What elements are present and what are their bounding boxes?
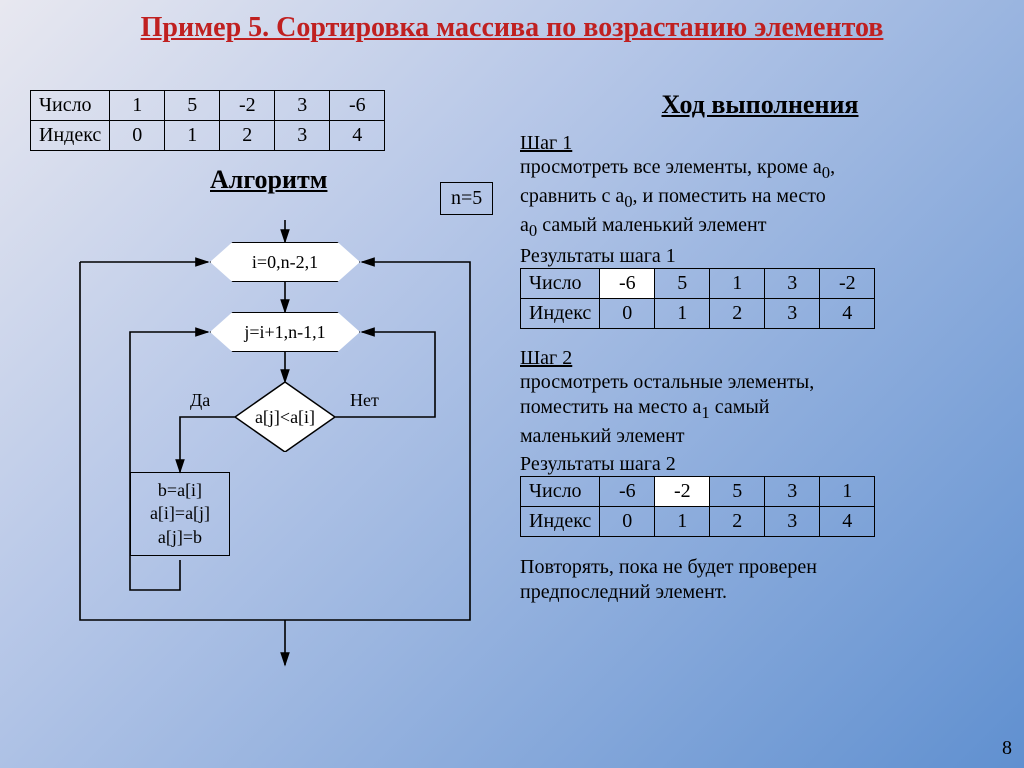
- cell: 5: [710, 477, 765, 507]
- condition-text: a[j]<a[i]: [255, 407, 315, 428]
- t: a: [520, 214, 529, 236]
- cell: 3: [765, 299, 820, 329]
- cell: 1: [820, 477, 875, 507]
- no-label: Нет: [350, 390, 379, 411]
- cell: 1: [655, 299, 710, 329]
- flowchart: i=0,n-2,1 j=i+1,n-1,1 a[j]<a[i] Да Нет b…: [30, 220, 500, 760]
- cell: 5: [165, 91, 220, 121]
- left-column: Число 1 5 -2 3 -6 Индекс 0 1 2 3 4 Алгор…: [30, 90, 500, 195]
- cell: 3: [275, 91, 330, 121]
- cell: 4: [820, 299, 875, 329]
- t: самый: [710, 396, 770, 418]
- cell: 5: [655, 269, 710, 299]
- cell: 0: [110, 121, 165, 151]
- cell: 1: [655, 507, 710, 537]
- step1-result-label: Результаты шага 1: [520, 245, 1000, 268]
- execution-title: Ход выполнения: [520, 90, 1000, 120]
- cell: -2: [820, 269, 875, 299]
- row-label: Индекс: [521, 299, 600, 329]
- t: Повторять, пока не будет проверен: [520, 556, 817, 578]
- page-title: Пример 5. Сортировка массива по возраста…: [0, 0, 1024, 52]
- t: просмотреть все элементы, кроме a: [520, 156, 822, 178]
- loop-j-text: j=i+1,n-1,1: [244, 322, 325, 343]
- page-number: 8: [1002, 737, 1012, 760]
- swap-line3: a[j]=b: [158, 526, 202, 549]
- step1-head: Шаг 1: [520, 132, 1000, 155]
- loop-i-text: i=0,n-2,1: [252, 252, 318, 273]
- loop-j-node: j=i+1,n-1,1: [210, 312, 360, 352]
- cell: 2: [710, 299, 765, 329]
- cell: 4: [330, 121, 385, 151]
- cell: -2: [655, 477, 710, 507]
- t: сравнить с a: [520, 185, 624, 207]
- cell: 3: [765, 477, 820, 507]
- t: просмотреть остальные элементы,: [520, 371, 814, 393]
- swap-node: b=a[i] a[i]=a[j] a[j]=b: [130, 472, 230, 556]
- loop-i-node: i=0,n-2,1: [210, 242, 360, 282]
- cell: 2: [220, 121, 275, 151]
- cell: 2: [710, 507, 765, 537]
- step2-table: Число -6 -2 5 3 1 Индекс 0 1 2 3 4: [520, 476, 875, 537]
- step2-body: просмотреть остальные элементы, поместит…: [520, 370, 1000, 449]
- cell: 3: [765, 507, 820, 537]
- cell: 0: [600, 299, 655, 329]
- swap-line1: b=a[i]: [158, 479, 202, 502]
- t: предпоследний элемент.: [520, 581, 727, 603]
- cell: 4: [820, 507, 875, 537]
- cell: 1: [165, 121, 220, 151]
- cell: 0: [600, 507, 655, 537]
- sub: 0: [529, 221, 537, 240]
- t: поместить на место a: [520, 396, 701, 418]
- n-box: n=5: [440, 182, 493, 215]
- input-row1-label: Число: [31, 91, 110, 121]
- t: ,: [830, 156, 835, 178]
- condition-node: a[j]<a[i]: [235, 382, 335, 452]
- cell: 3: [765, 269, 820, 299]
- cell: 1: [710, 269, 765, 299]
- step1-table: Число -6 5 1 3 -2 Индекс 0 1 2 3 4: [520, 268, 875, 329]
- input-row2-label: Индекс: [31, 121, 110, 151]
- yes-label: Да: [190, 390, 210, 411]
- step2-result-label: Результаты шага 2: [520, 453, 1000, 476]
- right-column: Ход выполнения Шаг 1 просмотреть все эле…: [520, 90, 1000, 609]
- t: , и поместить на место: [633, 185, 826, 207]
- cell: -6: [600, 269, 655, 299]
- cell: 3: [275, 121, 330, 151]
- step2-head: Шаг 2: [520, 347, 1000, 370]
- cell: 1: [110, 91, 165, 121]
- cell: -6: [600, 477, 655, 507]
- row-label: Число: [521, 269, 600, 299]
- t: самый маленький элемент: [537, 214, 766, 236]
- sub: 1: [701, 403, 709, 422]
- input-table: Число 1 5 -2 3 -6 Индекс 0 1 2 3 4: [30, 90, 385, 151]
- cell: -6: [330, 91, 385, 121]
- footer-text: Повторять, пока не будет проверен предпо…: [520, 555, 1000, 605]
- step1-body: просмотреть все элементы, кроме a0, срав…: [520, 155, 1000, 241]
- swap-line2: a[i]=a[j]: [150, 502, 210, 525]
- t: маленький элемент: [520, 425, 684, 447]
- row-label: Индекс: [521, 507, 600, 537]
- row-label: Число: [521, 477, 600, 507]
- sub: 0: [822, 163, 830, 182]
- sub: 0: [624, 192, 632, 211]
- flowchart-wires: [30, 220, 500, 760]
- cell: -2: [220, 91, 275, 121]
